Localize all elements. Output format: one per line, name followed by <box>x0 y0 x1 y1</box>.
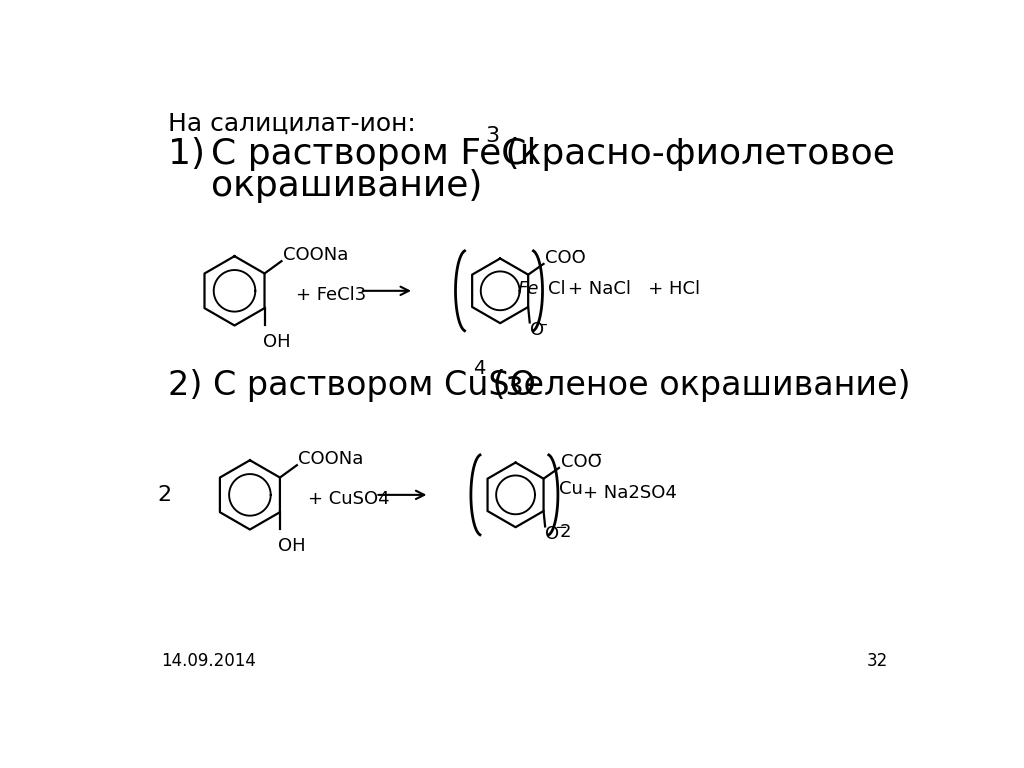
Text: 2: 2 <box>158 485 172 505</box>
Text: OH: OH <box>279 537 306 554</box>
Text: −: − <box>590 446 602 462</box>
Text: Cl: Cl <box>548 280 565 298</box>
Text: COO: COO <box>560 453 601 471</box>
Text: + Na2SO4: + Na2SO4 <box>584 485 677 502</box>
Text: Cu: Cu <box>559 480 584 498</box>
Text: −: − <box>554 521 567 535</box>
Text: COONa: COONa <box>298 450 364 468</box>
Text: 14.09.2014: 14.09.2014 <box>162 652 256 670</box>
Text: COO: COO <box>545 249 586 266</box>
Text: На салицилат-ион:: На салицилат-ион: <box>168 112 416 136</box>
Text: С раствором FeCl: С раствором FeCl <box>211 137 537 170</box>
Text: + CuSO4: + CuSO4 <box>307 490 389 508</box>
Text: (красно-фиолетовое: (красно-фиолетовое <box>494 137 895 170</box>
Text: 3: 3 <box>484 126 499 146</box>
Text: 32: 32 <box>867 652 888 670</box>
Text: COONa: COONa <box>283 246 348 264</box>
Text: 4: 4 <box>473 359 485 379</box>
Text: + FeCl3: + FeCl3 <box>296 286 367 303</box>
Text: 2: 2 <box>559 523 571 541</box>
Text: окрашивание): окрашивание) <box>211 169 482 204</box>
Text: Fe: Fe <box>517 280 539 298</box>
Text: O: O <box>529 321 544 339</box>
Text: 2) С раствором CuSO: 2) С раствором CuSO <box>168 369 536 402</box>
Text: 1): 1) <box>168 137 205 170</box>
Text: (зеленое окрашивание): (зеленое окрашивание) <box>482 369 911 402</box>
Text: –: – <box>539 316 547 332</box>
Text: OH: OH <box>263 333 291 351</box>
Text: O: O <box>545 525 559 543</box>
Text: –: – <box>574 243 582 257</box>
Text: + NaCl   + HCl: + NaCl + HCl <box>568 280 700 298</box>
